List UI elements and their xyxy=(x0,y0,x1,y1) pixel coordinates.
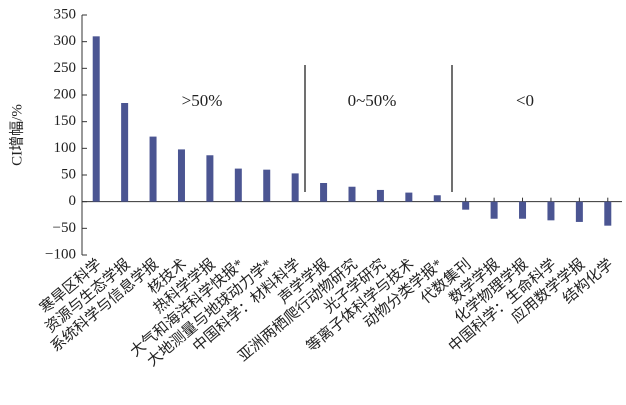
y-tick-label: 250 xyxy=(54,60,77,76)
bar xyxy=(177,149,185,202)
y-tick-label: 150 xyxy=(54,113,77,129)
annotation: 0~50% xyxy=(348,91,397,110)
bar xyxy=(575,201,583,222)
bar xyxy=(547,201,555,221)
y-tick-label: 350 xyxy=(54,6,77,22)
y-tick-label: 50 xyxy=(61,166,76,182)
y-tick-label: 0 xyxy=(69,193,77,209)
y-axis-label: CI增幅/% xyxy=(8,104,25,166)
annotation: >50% xyxy=(182,91,223,110)
bar xyxy=(519,201,527,219)
bar xyxy=(490,201,498,219)
bar xyxy=(206,155,214,202)
y-tick-label: 100 xyxy=(54,140,77,156)
bar xyxy=(433,195,441,202)
bar xyxy=(405,192,413,202)
y-tick-label: 200 xyxy=(54,86,77,102)
bar xyxy=(263,169,271,202)
bar xyxy=(149,136,157,202)
bar xyxy=(291,173,299,202)
y-tick-label: −100 xyxy=(45,246,76,262)
bar xyxy=(376,189,384,202)
y-tick-label: −50 xyxy=(53,220,76,236)
bar xyxy=(604,201,612,226)
bar xyxy=(320,183,328,202)
annotation: <0 xyxy=(516,91,534,110)
bar xyxy=(462,201,470,210)
bar xyxy=(348,186,356,202)
bar xyxy=(121,103,129,202)
bar xyxy=(234,168,242,202)
y-tick-label: 300 xyxy=(54,33,77,49)
bar xyxy=(92,36,100,202)
